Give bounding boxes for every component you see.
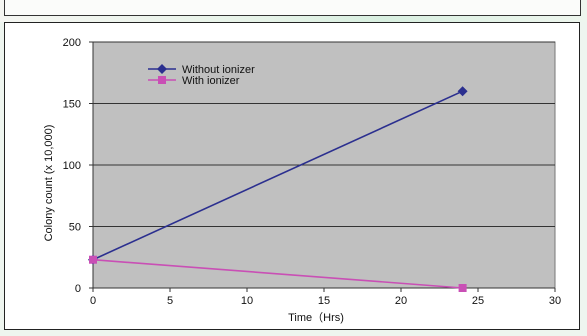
- x-tick-label: 0: [90, 295, 96, 307]
- x-tick-label: 25: [472, 295, 484, 307]
- y-tick-label: 0: [75, 283, 81, 295]
- data-point: [457, 86, 468, 97]
- y-tick-label: 50: [69, 222, 81, 234]
- data-point: [458, 284, 467, 292]
- x-tick-label: 10: [241, 295, 253, 307]
- series-line: [92, 258, 463, 289]
- x-axis-title: Time（Hrs): [288, 311, 344, 324]
- y-tick-label: 150: [63, 99, 81, 111]
- y-axis: 0 50 100 150 200: [63, 37, 94, 295]
- data-point: [89, 255, 97, 264]
- legend-marker: [157, 64, 167, 74]
- x-axis: 0 5 10 15 20 25 30: [90, 287, 561, 307]
- legend-label: Without ionizer: [182, 64, 255, 76]
- x-tick-label: 5: [167, 295, 173, 307]
- legend-item: Without ionizer: [148, 64, 255, 76]
- header-frame: [4, 0, 581, 16]
- series-1: [89, 255, 467, 292]
- y-tick-label: 100: [63, 160, 81, 172]
- y-axis-title: Colony count (x 10,000): [43, 125, 55, 242]
- x-tick-label: 30: [549, 295, 561, 307]
- series-line: [92, 90, 463, 261]
- line-chart: 0 5 10 15 20 25 30 0 50 100 150 200 Time（Hrs) Colo…: [43, 37, 561, 324]
- x-tick-label: 20: [395, 295, 407, 307]
- series-layer: [88, 86, 468, 292]
- chart-figure: 0 5 10 15 20 25 30 0 50 100 150 200 Time（Hrs) Colo…: [4, 22, 580, 330]
- x-tick-label: 15: [318, 295, 330, 307]
- y-tick-label: 200: [63, 37, 81, 49]
- legend-label: With ionizer: [182, 75, 240, 87]
- legend-box: [145, 61, 285, 89]
- legend-item: With ionizer: [148, 75, 240, 87]
- legend-marker: [158, 76, 166, 84]
